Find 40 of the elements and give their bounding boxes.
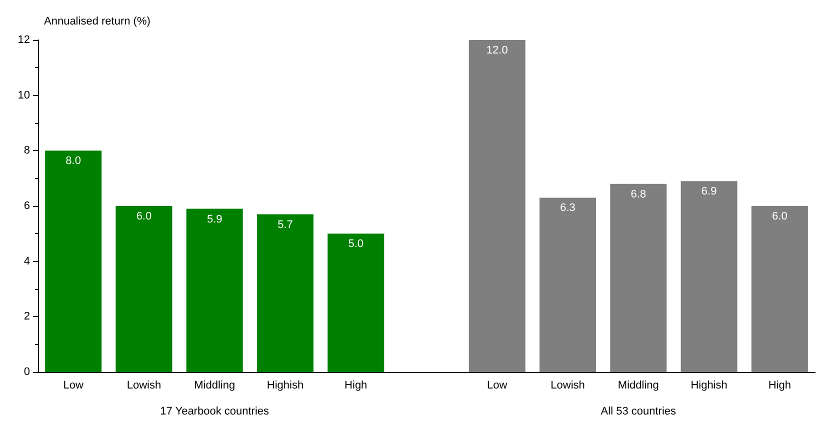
x-tick-label: Highish (690, 380, 728, 392)
y-tick-label: 2 (24, 310, 30, 323)
x-tick-label: Highish (266, 380, 304, 392)
data-label: 6.0 (772, 210, 788, 222)
x-tick-label: Lowish (550, 380, 585, 392)
x-tick-label: Low (63, 380, 84, 392)
x-tick-label: Middling (618, 380, 659, 392)
data-label: 8.0 (66, 155, 81, 168)
bar (680, 181, 738, 372)
x-tick-label: Lowish (126, 380, 162, 392)
y-axis-title: Annualised return (%) (44, 16, 150, 28)
y-tick-label: 0 (24, 366, 30, 378)
bar (751, 206, 808, 372)
y-tick-label: 4 (24, 255, 30, 268)
data-label: 5.7 (278, 218, 293, 231)
x-tick-label: Low (487, 380, 508, 392)
data-label: 6.9 (701, 186, 717, 198)
data-label: 12.0 (486, 44, 508, 56)
bar (116, 206, 172, 372)
data-label: 6.0 (136, 210, 152, 222)
bar (256, 214, 314, 372)
y-tick-label: 6 (24, 200, 30, 212)
bar (540, 198, 596, 372)
data-label: 6.8 (630, 188, 646, 200)
data-label: 6.3 (560, 202, 576, 214)
bar (45, 150, 102, 372)
x-tick-label: High (344, 380, 368, 392)
y-tick-label: 12 (18, 34, 30, 46)
data-label: 5.9 (206, 213, 222, 226)
bar (468, 40, 526, 372)
bar (186, 208, 243, 372)
text: All 53 countries (600, 406, 677, 418)
x-tick-label: High (768, 380, 791, 392)
text: 17 Yearbook countries (160, 406, 270, 418)
bar (328, 234, 384, 372)
bar (610, 184, 667, 372)
y-tick-label: 8 (24, 144, 30, 157)
data-label: 5.0 (348, 238, 364, 250)
y-tick-label: 10 (18, 89, 30, 102)
x-tick-label: Middling (194, 380, 236, 392)
